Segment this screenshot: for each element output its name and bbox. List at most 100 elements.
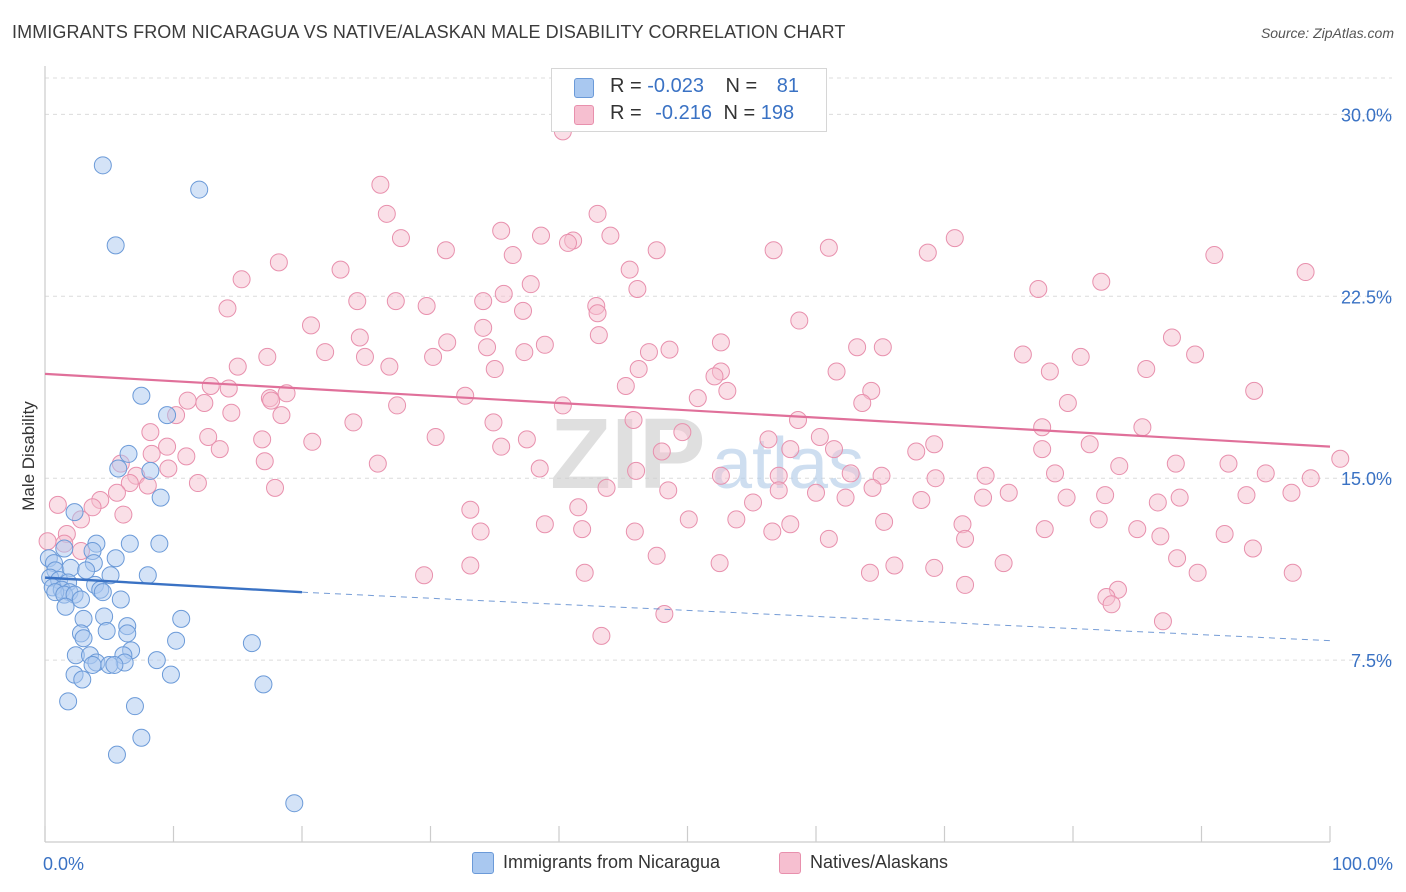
natives-point: [553, 396, 572, 415]
nicaragua-point: [242, 634, 261, 653]
natives-point: [114, 505, 133, 524]
natives-point: [485, 360, 504, 379]
nicaragua-point: [161, 665, 180, 684]
nicaragua-point: [74, 629, 93, 648]
natives-point: [1102, 595, 1121, 614]
natives-point: [1283, 563, 1302, 582]
nicaragua-point: [158, 406, 177, 425]
natives-point: [474, 292, 493, 311]
natives-point: [1133, 418, 1152, 437]
natives-point: [673, 423, 692, 442]
natives-point: [199, 427, 218, 446]
natives-point: [1245, 381, 1264, 400]
natives-point: [926, 469, 945, 488]
correlation-legend: R = -0.023 N = 81 R = -0.216 N = 198: [551, 68, 827, 132]
natives-point: [711, 333, 730, 352]
nicaragua-point: [59, 692, 78, 711]
natives-point: [819, 529, 838, 548]
natives-point: [1089, 510, 1108, 529]
natives-point: [659, 481, 678, 500]
natives-point: [763, 522, 782, 541]
natives-point: [1013, 345, 1032, 364]
natives-point: [789, 410, 808, 429]
natives-point: [627, 461, 646, 480]
nicaragua-point: [285, 794, 304, 813]
natives-point: [159, 459, 178, 478]
natives-point: [532, 226, 551, 245]
natives-point: [601, 226, 620, 245]
natives-point: [945, 229, 964, 248]
natives-point: [588, 304, 607, 323]
natives-point: [781, 440, 800, 459]
natives-point: [1170, 488, 1189, 507]
x-tick-label: 0.0%: [43, 854, 84, 874]
natives-point: [38, 532, 57, 551]
natives-point: [639, 343, 658, 362]
r-label: R =: [610, 75, 642, 97]
natives-point: [177, 447, 196, 466]
natives-point: [1188, 563, 1207, 582]
natives-point: [107, 483, 126, 502]
natives-point: [83, 498, 102, 517]
natives-point: [303, 432, 322, 451]
natives-point: [660, 340, 679, 359]
natives-point: [956, 575, 975, 594]
natives-point: [589, 326, 608, 345]
natives-point: [628, 280, 647, 299]
nicaragua-point: [254, 675, 273, 694]
y-tick-label: 22.5%: [1341, 287, 1392, 307]
chart-title: IMMIGRANTS FROM NICARAGUA VS NATIVE/ALAS…: [12, 22, 846, 42]
natives-point: [620, 260, 639, 279]
natives-point: [629, 360, 648, 379]
natives-point: [1168, 549, 1187, 568]
natives-trend-line: [44, 372, 1331, 448]
natives-point: [438, 333, 457, 352]
watermark: ZIP atlas: [550, 398, 864, 510]
natives-point: [727, 510, 746, 529]
nicaragua-point: [119, 444, 138, 463]
natives-point: [253, 430, 272, 449]
natives-point: [592, 626, 611, 645]
natives-point: [597, 478, 616, 497]
nicaragua-trend-line: [44, 576, 303, 594]
natives-point: [517, 430, 536, 449]
nicaragua-point: [56, 597, 75, 616]
natives-point: [535, 335, 554, 354]
natives-point: [588, 204, 607, 223]
natives-point: [1205, 246, 1224, 265]
natives-point: [863, 478, 882, 497]
natives-point: [530, 459, 549, 478]
natives-point: [1219, 454, 1238, 473]
natives-point: [141, 423, 160, 442]
nicaragua-point: [111, 590, 130, 609]
natives-point: [925, 558, 944, 577]
r-value: -0.023: [647, 75, 704, 97]
natives-point: [269, 253, 288, 272]
natives-point: [456, 386, 475, 405]
natives-point: [873, 338, 892, 357]
nicaragua-point: [55, 539, 74, 558]
natives-point: [258, 347, 277, 366]
natives-point: [232, 270, 251, 289]
natives-point: [503, 246, 522, 265]
axes: [44, 66, 1331, 843]
r-label: R =: [610, 102, 642, 124]
natives-point: [925, 435, 944, 454]
natives-point: [348, 292, 367, 311]
natives-point: [1071, 347, 1090, 366]
natives-point: [521, 275, 540, 294]
natives-point: [624, 410, 643, 429]
natives-point: [514, 301, 533, 320]
bottom-legend-swatch-blue: [472, 852, 494, 874]
nicaragua-point: [106, 549, 125, 568]
natives-point: [1151, 527, 1170, 546]
natives-point: [277, 384, 296, 403]
r-value: -0.216: [655, 102, 712, 124]
natives-point: [1282, 483, 1301, 502]
natives-point: [471, 522, 490, 541]
natives-point: [201, 377, 220, 396]
natives-point: [573, 520, 592, 539]
nicaragua-points: [39, 156, 304, 813]
natives-point: [355, 347, 374, 366]
nicaragua-point: [71, 590, 90, 609]
